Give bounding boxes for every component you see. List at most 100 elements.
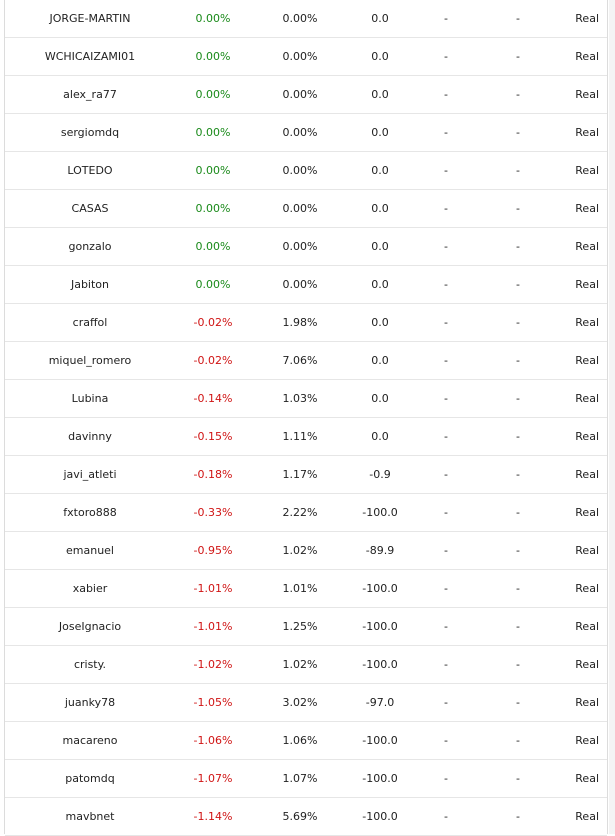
- dash-cell: -: [444, 582, 448, 595]
- dash-cell: -: [516, 240, 520, 253]
- table-row[interactable]: WCHICAIZAMI01 0.00% 0.00% 0.0 - - Real: [5, 38, 607, 76]
- dash-cell: -: [444, 202, 448, 215]
- drawdown-percent: 1.98%: [282, 316, 318, 329]
- table-row[interactable]: davinny -0.15% 1.11% 0.0 - - Real: [5, 418, 607, 456]
- account-type: Real: [575, 696, 599, 709]
- gain-percent: -1.06%: [193, 734, 233, 747]
- drawdown-percent: 0.00%: [282, 278, 318, 291]
- pips-value: -97.0: [365, 696, 395, 709]
- drawdown-percent: 5.69%: [282, 810, 318, 823]
- gain-percent: 0.00%: [195, 240, 231, 253]
- drawdown-percent: 0.00%: [282, 164, 318, 177]
- account-type: Real: [575, 810, 599, 823]
- table-row[interactable]: emanuel -0.95% 1.02% -89.9 - - Real: [5, 532, 607, 570]
- gain-percent: -1.01%: [193, 582, 233, 595]
- table-row[interactable]: miquel_romero -0.02% 7.06% 0.0 - - Real: [5, 342, 607, 380]
- pips-value: 0.0: [371, 430, 389, 443]
- dash-cell: -: [444, 430, 448, 443]
- drawdown-percent: 0.00%: [282, 202, 318, 215]
- table-row[interactable]: Lubina -0.14% 1.03% 0.0 - - Real: [5, 380, 607, 418]
- table-row[interactable]: CASAS 0.00% 0.00% 0.0 - - Real: [5, 190, 607, 228]
- dash-cell: -: [516, 392, 520, 405]
- pips-value: -100.0: [362, 810, 398, 823]
- pips-value: 0.0: [371, 50, 389, 63]
- table-row[interactable]: xabier -1.01% 1.01% -100.0 - - Real: [5, 570, 607, 608]
- dash-cell: -: [516, 658, 520, 671]
- gain-percent: -1.05%: [193, 696, 233, 709]
- pips-value: -0.9: [369, 468, 391, 481]
- table-row[interactable]: JORGE-MARTIN 0.00% 0.00% 0.0 - - Real: [5, 0, 607, 38]
- dash-cell: -: [516, 354, 520, 367]
- gain-percent: -1.14%: [193, 810, 233, 823]
- dash-cell: -: [444, 734, 448, 747]
- gain-percent: 0.00%: [195, 202, 231, 215]
- dash-cell: -: [516, 696, 520, 709]
- table-row[interactable]: LOTEDO 0.00% 0.00% 0.0 - - Real: [5, 152, 607, 190]
- table-row[interactable]: alex_ra77 0.00% 0.00% 0.0 - - Real: [5, 76, 607, 114]
- table-row[interactable]: Jabiton 0.00% 0.00% 0.0 - - Real: [5, 266, 607, 304]
- pips-value: 0.0: [371, 278, 389, 291]
- drawdown-percent: 1.11%: [282, 430, 318, 443]
- trader-name: sergiomdq: [60, 126, 120, 139]
- gain-percent: -0.02%: [193, 354, 233, 367]
- dash-cell: -: [444, 164, 448, 177]
- trader-name: patomdq: [65, 772, 115, 785]
- table-row[interactable]: JoseIgnacio -1.01% 1.25% -100.0 - - Real: [5, 608, 607, 646]
- gain-percent: -0.15%: [193, 430, 233, 443]
- table-row[interactable]: sergiomdq 0.00% 0.00% 0.0 - - Real: [5, 114, 607, 152]
- dash-cell: -: [516, 50, 520, 63]
- gain-percent: 0.00%: [195, 50, 231, 63]
- table-row[interactable]: mavbnet -1.14% 5.69% -100.0 - - Real: [5, 798, 607, 836]
- drawdown-percent: 1.02%: [282, 544, 318, 557]
- account-type: Real: [575, 164, 599, 177]
- table-row[interactable]: javi_atleti -0.18% 1.17% -0.9 - - Real: [5, 456, 607, 494]
- ranking-table: JORGE-MARTIN 0.00% 0.00% 0.0- - Real WCHICAIZA…: [4, 0, 608, 836]
- table-row[interactable]: craffol -0.02% 1.98% 0.0 - - Real: [5, 304, 607, 342]
- dash-cell: -: [516, 88, 520, 101]
- table-row[interactable]: fxtoro888 -0.33% 2.22% -100.0 - - Real: [5, 494, 607, 532]
- gain-percent: -0.33%: [193, 506, 233, 519]
- drawdown-percent: 1.02%: [282, 658, 318, 671]
- account-type: Real: [575, 126, 599, 139]
- pips-value: 0.0: [371, 240, 389, 253]
- drawdown-percent: 1.06%: [282, 734, 318, 747]
- dash-cell: -: [516, 734, 520, 747]
- table-row[interactable]: macareno -1.06% 1.06% -100.0 - - Real: [5, 722, 607, 760]
- trader-name: JORGE-MARTIN: [49, 12, 131, 25]
- trader-name: alex_ra77: [63, 88, 117, 101]
- pips-value: -100.0: [362, 734, 398, 747]
- dash-cell: -: [516, 164, 520, 177]
- dash-cell: -: [516, 126, 520, 139]
- dash-cell: -: [516, 12, 520, 25]
- dash-cell: -: [516, 278, 520, 291]
- account-type: Real: [575, 240, 599, 253]
- dash-cell: -: [516, 430, 520, 443]
- trader-name: davinny: [68, 430, 112, 443]
- pips-value: 0.0: [371, 202, 389, 215]
- dash-cell: -: [516, 544, 520, 557]
- trader-name: craffol: [72, 316, 108, 329]
- table-row[interactable]: cristy. -1.02% 1.02% -100.0 - - Real: [5, 646, 607, 684]
- table-row[interactable]: juanky78 -1.05% 3.02% -97.0 - - Real: [5, 684, 607, 722]
- account-type: Real: [575, 316, 599, 329]
- dash-cell: -: [444, 354, 448, 367]
- account-type: Real: [575, 772, 599, 785]
- account-type: Real: [575, 278, 599, 291]
- table-row[interactable]: patomdq -1.07% 1.07% -100.0 - - Real: [5, 760, 607, 798]
- pips-value: 0.0: [371, 392, 389, 405]
- trader-name: miquel_romero: [48, 354, 132, 367]
- gain-percent: -0.14%: [193, 392, 233, 405]
- trader-name: emanuel: [66, 544, 114, 557]
- pips-value: -100.0: [362, 658, 398, 671]
- dash-cell: -: [444, 316, 448, 329]
- account-type: Real: [575, 468, 599, 481]
- dash-cell: -: [516, 772, 520, 785]
- gain-percent: -0.02%: [193, 316, 233, 329]
- trader-name: cristy.: [73, 658, 107, 671]
- account-type: Real: [575, 506, 599, 519]
- scroll-edge: [609, 0, 615, 834]
- dash-cell: -: [516, 202, 520, 215]
- trader-name: juanky78: [64, 696, 116, 709]
- gain-percent: -1.01%: [193, 620, 233, 633]
- table-row[interactable]: gonzalo 0.00% 0.00% 0.0 - - Real: [5, 228, 607, 266]
